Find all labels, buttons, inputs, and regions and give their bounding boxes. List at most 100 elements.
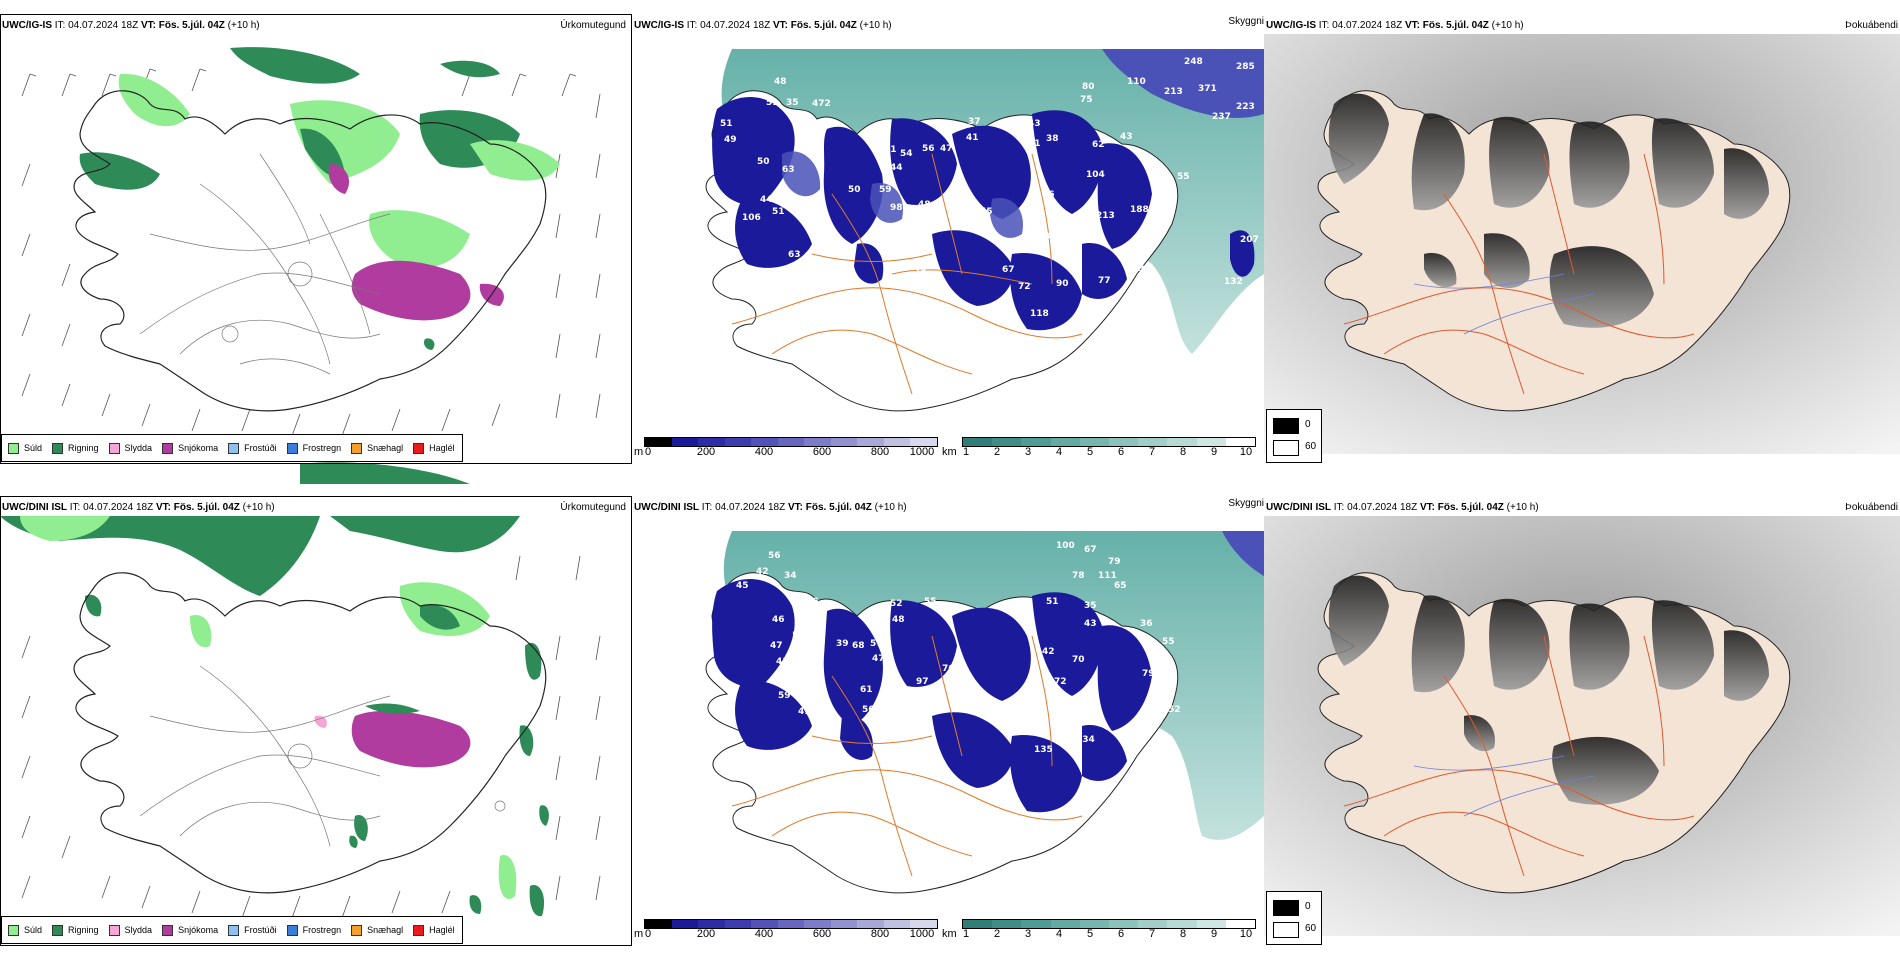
vis-label: 213 — [1164, 87, 1183, 97]
vis-label: 56 — [768, 551, 781, 561]
vis-label: 98 — [980, 707, 993, 717]
rivers — [1413, 755, 1595, 817]
vis-label: 285 — [1236, 62, 1255, 72]
fog-legend-swatch — [1273, 922, 1299, 938]
vis-label: 49 — [724, 135, 737, 145]
vis-label: 67 — [1002, 265, 1015, 275]
visibility-tick: 3 — [1024, 446, 1032, 458]
panel-frame — [0, 496, 632, 946]
legend-swatch — [52, 442, 64, 454]
vis-label: 118 — [1030, 309, 1049, 319]
precip-legend: Súld Rigning Slydda Snjókoma Frostúði Fr… — [1, 916, 463, 944]
vis-label: 106 — [742, 213, 761, 223]
legend-swatch — [413, 442, 425, 454]
fog-map[interactable] — [1264, 34, 1900, 474]
visibility-tick: 7 — [1148, 446, 1156, 458]
vis-label: 43 — [1120, 132, 1133, 142]
vis-label: 68 — [852, 641, 865, 651]
rivers — [1413, 273, 1595, 335]
precip-legend: Súld Rigning Slydda Snjókoma Frostúði Fr… — [1, 434, 463, 462]
vis-label: 35 — [1084, 601, 1097, 611]
visibility-tick: 5 — [1086, 928, 1094, 940]
visibility-tick: 7 — [1148, 928, 1156, 940]
vis-label: 50 — [757, 157, 770, 167]
legend-item: Slydda — [108, 924, 152, 936]
legend-swatch — [108, 442, 120, 454]
vis-label: 50 — [1038, 232, 1051, 242]
vis-label: 134 — [1076, 735, 1095, 745]
visibility-tick: 5 — [1086, 446, 1094, 458]
vis-label: 42 — [1042, 647, 1055, 657]
vis-label: 41 — [966, 133, 979, 143]
vis-label: 50 — [848, 185, 861, 195]
precip-map[interactable] — [0, 516, 632, 966]
vis-label: 51 — [1046, 597, 1059, 607]
vis-label: 55 — [980, 207, 993, 217]
legend-swatch — [286, 924, 298, 936]
visibility-labels: 48 51 35 472 51 49 44 50 63 44 51 106 63… — [720, 57, 1259, 319]
vis-label: 55 — [924, 597, 937, 607]
visibility-labels: 56 42 34 45 36 46 55 54 47 41 59 41 52 4… — [736, 541, 1181, 755]
visibility-bar — [962, 437, 1256, 447]
visibility-tick: 8 — [1179, 928, 1187, 940]
legend-item: Frostúði — [228, 442, 277, 454]
vis-label: 74 — [962, 207, 975, 217]
legend-item: Súld — [8, 924, 42, 936]
vis-label: 56 — [862, 705, 875, 715]
vis-label: 56 — [922, 144, 935, 154]
legend-swatch — [351, 924, 363, 936]
road-network — [1343, 635, 1695, 877]
legend-item: Frostregn — [286, 924, 341, 936]
vis-label: 63 — [782, 165, 795, 175]
panel-title: Úrkomutegund — [560, 502, 626, 513]
visibility-map[interactable]: 56 42 34 45 36 46 55 54 47 41 59 41 52 4… — [632, 516, 1264, 916]
visibility-tick: 4 — [1055, 446, 1063, 458]
precip-map[interactable] — [0, 34, 632, 484]
vis-label: 58 — [928, 217, 941, 227]
vis-label: 66 — [882, 275, 895, 285]
vis-label: 37 — [968, 117, 981, 127]
vis-label: 49 — [1162, 207, 1175, 217]
visibility-tick: 1 — [962, 446, 970, 458]
fog-panel: UWC/DINI ISL IT: 04.07.2024 18Z VT: Fös.… — [1264, 496, 1900, 966]
legend-swatch — [286, 442, 298, 454]
visibility-map[interactable]: 48 51 35 472 51 49 44 50 63 44 51 106 63… — [632, 34, 1264, 434]
vis-label: 59 — [1132, 264, 1145, 274]
vis-label: 35 — [786, 98, 799, 108]
fog-areas — [1328, 93, 1769, 328]
vis-label: 47 — [940, 144, 953, 154]
legend-item: Haglél — [413, 442, 455, 454]
vis-label: 104 — [1086, 170, 1105, 180]
vis-label: 65 — [1114, 581, 1127, 591]
vis-label: 46 — [772, 615, 785, 625]
mid-vis-areas — [782, 151, 1023, 238]
legend-item: Haglél — [413, 924, 455, 936]
vis-label: 55 — [1162, 637, 1175, 647]
vis-label: 248 — [1184, 57, 1203, 67]
vis-label: 86 — [1050, 701, 1063, 711]
elevation-tick: 400 — [754, 928, 774, 940]
fog-legend-swatch — [1273, 900, 1299, 916]
vis-label: 213 — [1096, 211, 1115, 221]
visibility-tick: 3 — [1024, 928, 1032, 940]
fog-map[interactable] — [1264, 516, 1900, 956]
vis-label: 72 — [912, 704, 925, 714]
legend-item: Snæhagl — [351, 442, 403, 454]
vis-label: 371 — [1198, 84, 1217, 94]
legend-swatch — [228, 442, 240, 454]
vis-label: 41 — [1028, 139, 1041, 149]
visibility-tick: 10 — [1239, 928, 1253, 940]
vis-label: 38 — [1046, 134, 1059, 144]
vis-label: 43 — [1084, 619, 1097, 629]
model-row-igis: UWC/IG-IS IT: 04.07.2024 18Z VT: Fös. 5.… — [0, 14, 1900, 484]
panel-header: UWC/IG-IS IT: 04.07.2024 18Z VT: Fös. 5.… — [1266, 20, 1524, 31]
panel-frame — [0, 14, 632, 464]
panel-header: UWC/IG-IS IT: 04.07.2024 18Z VT: Fös. 5.… — [634, 20, 892, 31]
vis-label: 42 — [756, 567, 769, 577]
vis-label: 52 — [1168, 705, 1181, 715]
elevation-tick: 800 — [870, 446, 890, 458]
road-network — [731, 635, 1083, 877]
vis-label: 54 — [792, 631, 805, 641]
visibility-unit: km — [942, 928, 957, 940]
low-vis-areas — [712, 579, 1152, 813]
